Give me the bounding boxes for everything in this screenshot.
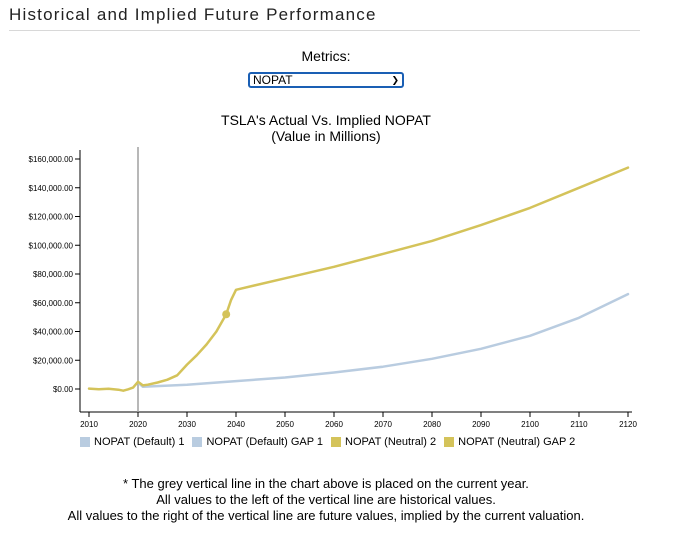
series-line-2	[136, 292, 630, 389]
y-tick-label: $140,000.00	[29, 184, 74, 193]
x-tick-label: 2070	[374, 420, 392, 429]
metrics-label: Metrics:	[301, 48, 351, 64]
series-line-3	[87, 313, 228, 392]
section-title: Historical and Implied Future Performanc…	[9, 5, 377, 24]
legend-swatch	[80, 437, 90, 447]
x-tick-label: 2090	[472, 420, 490, 429]
legend-label: NOPAT (Default) GAP 1	[206, 436, 324, 448]
metrics-select[interactable]: NOPAT ❯	[248, 72, 404, 88]
chart-subtitle: (Value in Millions)	[271, 128, 381, 144]
x-tick-label: 2100	[521, 420, 539, 429]
legend-item[interactable]: NOPAT (Neutral) 2	[331, 436, 436, 448]
legend-swatch	[331, 437, 342, 447]
legend-swatch	[444, 437, 455, 447]
y-tick-label: $80,000.00	[33, 270, 74, 279]
y-tick-label: $160,000.00	[29, 155, 74, 164]
legend-swatch	[192, 437, 203, 447]
y-tick-label: $40,000.00	[33, 328, 74, 337]
x-tick-label: 2010	[80, 420, 98, 429]
note-line: All values to the left of the vertical l…	[156, 492, 496, 507]
x-tick-label: 2120	[619, 420, 637, 429]
section-divider	[9, 30, 640, 31]
chart-notes: * The grey vertical line in the chart ab…	[0, 476, 652, 524]
chevron-down-icon: ❯	[391, 75, 399, 85]
legend-label: NOPAT (Neutral) GAP 2	[458, 436, 576, 448]
x-tick-label: 2040	[227, 420, 245, 429]
y-tick-label: $60,000.00	[33, 299, 74, 308]
x-tick-label: 2050	[276, 420, 294, 429]
chart-title: TSLA's Actual Vs. Implied NOPAT	[221, 112, 431, 128]
legend-label: NOPAT (Default) 1	[94, 436, 185, 448]
chart-legend: NOPAT (Default) 1 NOPAT (Default) GAP 1 NO…	[80, 436, 583, 448]
y-tick-label: $0.00	[53, 385, 74, 394]
x-tick-label: 2020	[129, 420, 147, 429]
legend-item[interactable]: NOPAT (Neutral) GAP 2	[444, 436, 575, 448]
y-tick-label: $120,000.00	[29, 213, 74, 222]
legend-label: NOPAT (Neutral) 2	[345, 436, 437, 448]
y-tick-label: $20,000.00	[33, 356, 74, 365]
x-tick-label: 2060	[325, 420, 343, 429]
legend-item[interactable]: NOPAT (Default) 1	[80, 436, 184, 448]
x-tick-label: 2030	[178, 420, 196, 429]
note-line: * The grey vertical line in the chart ab…	[123, 476, 529, 491]
series-line-4	[224, 166, 630, 316]
x-tick-label: 2080	[423, 420, 441, 429]
y-tick-label: $100,000.00	[29, 241, 74, 250]
x-tick-label: 2110	[570, 420, 588, 429]
legend-item[interactable]: NOPAT (Default) GAP 1	[192, 436, 323, 448]
metrics-select-value: NOPAT	[253, 73, 293, 87]
note-line: All values to the right of the vertical …	[67, 508, 585, 523]
